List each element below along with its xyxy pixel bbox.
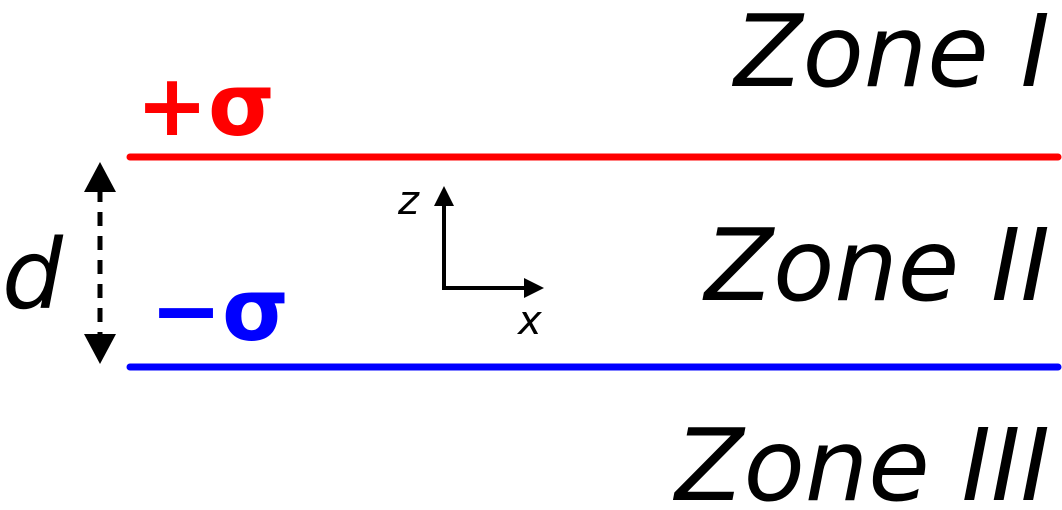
x-axis-arrow-icon [524, 278, 544, 298]
zone-3-label: Zone III [672, 407, 1050, 510]
negative-charge-label: −σ [150, 261, 289, 361]
separation-label: d [2, 219, 64, 331]
zone-2-label: Zone II [702, 207, 1050, 324]
x-axis-label: x [516, 298, 542, 344]
zone-1-label: Zone I [731, 0, 1050, 110]
separation-arrow-down-icon [84, 334, 116, 364]
z-axis-arrow-icon [434, 186, 454, 206]
z-axis-label: z [397, 178, 420, 224]
separation-arrow-up-icon [84, 162, 116, 192]
positive-charge-label: +σ [136, 56, 275, 156]
